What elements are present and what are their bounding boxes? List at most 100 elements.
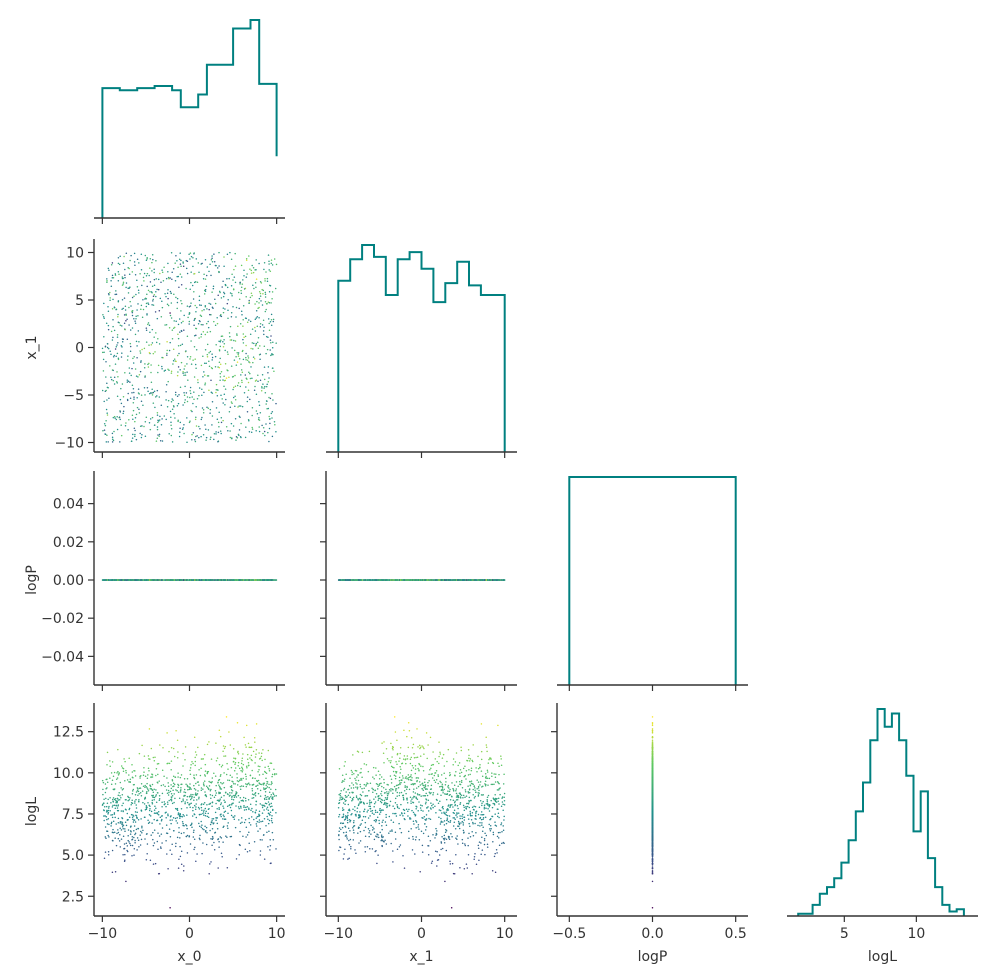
scatter-point (220, 315, 223, 318)
scatter-point (267, 336, 269, 339)
scatter-point (264, 310, 267, 313)
scatter-point (128, 418, 130, 421)
scatter-point (203, 814, 205, 816)
scatter-point (156, 840, 159, 843)
scatter-point (255, 785, 257, 787)
scatter-point (154, 396, 157, 398)
scatter-point (257, 779, 260, 782)
scatter-point (270, 783, 272, 786)
scatter-point (167, 380, 169, 383)
scatter-point (198, 797, 200, 800)
scatter-point (149, 291, 151, 293)
scatter-point (220, 421, 223, 424)
scatter-point (175, 296, 177, 299)
scatter-point (209, 790, 212, 792)
scatter-point (150, 381, 153, 384)
scatter-point (192, 836, 195, 838)
scatter-point (223, 747, 226, 750)
scatter-point (122, 810, 124, 813)
scatter-point (231, 294, 233, 297)
scatter-point (231, 293, 233, 295)
scatter-point (115, 804, 118, 807)
scatter-point (250, 272, 253, 274)
scatter-point (168, 278, 170, 280)
scatter-point (155, 812, 157, 814)
scatter-point (180, 283, 183, 286)
scatter-point (109, 579, 111, 581)
scatter-point (145, 786, 148, 788)
scatter-point (130, 254, 132, 257)
scatter-point (223, 755, 225, 757)
scatter-point (133, 847, 136, 850)
scatter-point (134, 800, 136, 802)
scatter-point (240, 264, 243, 267)
scatter-point (223, 342, 226, 345)
scatter-point (138, 408, 140, 411)
scatter-point (138, 341, 140, 343)
scatter-point (198, 796, 200, 799)
scatter-point (101, 389, 104, 392)
scatter-point (207, 326, 210, 329)
scatter-point (161, 365, 163, 368)
scatter-point (107, 324, 110, 327)
scatter-point (251, 264, 253, 267)
scatter-point (175, 820, 177, 822)
scatter-point (195, 816, 198, 819)
scatter-point (181, 343, 184, 346)
scatter-point (104, 791, 107, 794)
scatter-point (268, 269, 270, 271)
scatter-point (137, 827, 139, 830)
scatter-point (120, 345, 123, 347)
scatter-point (217, 782, 219, 784)
scatter-point (113, 831, 116, 834)
scatter-point (157, 434, 159, 436)
scatter-point (175, 320, 177, 322)
scatter-point (247, 355, 249, 357)
scatter-point (116, 807, 119, 809)
scatter-point (148, 362, 150, 365)
scatter-point (222, 807, 225, 809)
scatter-point (173, 320, 175, 322)
scatter-point (152, 258, 154, 261)
scatter-point (171, 338, 174, 340)
scatter-point (354, 579, 356, 581)
scatter-point (163, 579, 165, 581)
scatter-point (227, 353, 229, 356)
scatter-point (365, 579, 368, 581)
scatter-point (165, 324, 168, 326)
scatter-point (369, 579, 371, 581)
scatter-point (188, 306, 191, 308)
scatter-point (199, 774, 202, 777)
scatter-point (240, 286, 243, 288)
scatter-point (200, 820, 202, 823)
scatter-point (118, 322, 120, 324)
scatter-point (231, 347, 233, 349)
scatter-point (125, 824, 128, 827)
scatter-point (180, 299, 182, 302)
scatter-point (117, 257, 120, 259)
scatter-point (226, 302, 229, 305)
scatter-point (232, 781, 234, 783)
scatter-point (120, 434, 123, 437)
scatter-point (142, 276, 145, 279)
scatter-point (172, 363, 174, 365)
scatter-point (236, 721, 239, 724)
scatter-point (245, 783, 247, 785)
scatter-point (246, 851, 249, 853)
scatter-point (153, 812, 156, 814)
scatter-point (275, 402, 277, 405)
scatter-point (431, 579, 433, 581)
scatter-point (224, 403, 226, 406)
scatter-point (228, 332, 231, 334)
scatter-point (248, 831, 250, 834)
scatter-point (111, 579, 114, 581)
scatter-point (133, 261, 136, 263)
scatter-point (167, 785, 170, 788)
scatter-point (385, 579, 388, 581)
scatter-point (193, 829, 195, 832)
scatter-point (204, 258, 207, 261)
scatter-point (107, 441, 109, 443)
scatter-point (110, 280, 112, 282)
scatter-point (273, 768, 275, 770)
scatter-point (202, 376, 204, 378)
